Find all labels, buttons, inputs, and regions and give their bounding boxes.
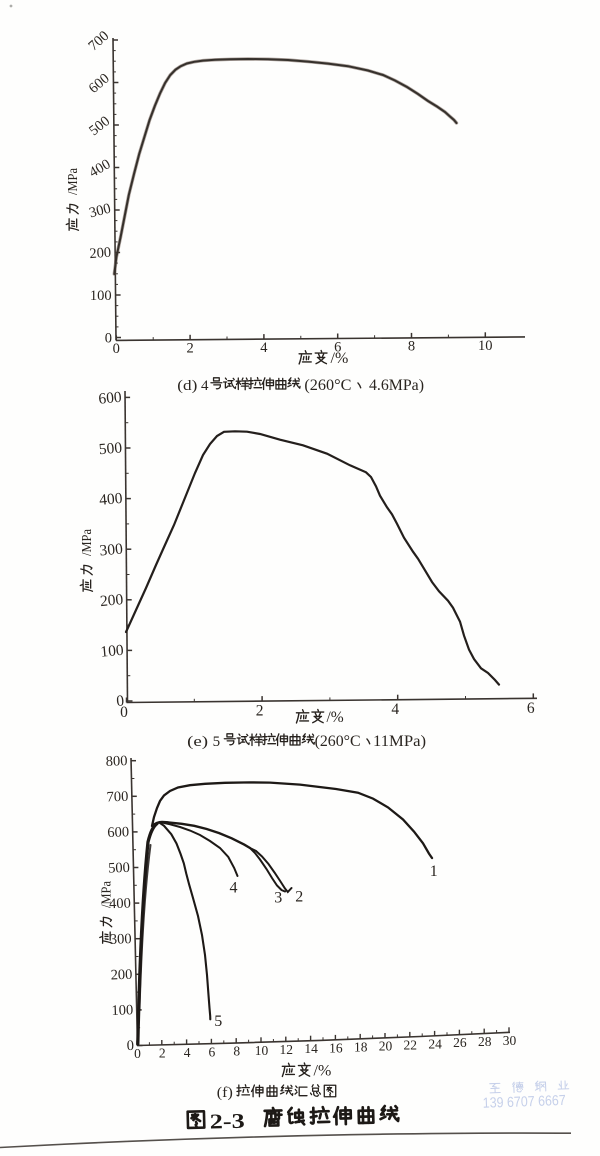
svg-text:4: 4 xyxy=(260,340,268,356)
svg-text:0: 0 xyxy=(134,1046,141,1061)
svg-text:4.6MPa): 4.6MPa) xyxy=(369,377,424,394)
svg-text:(e): (e) xyxy=(187,734,208,750)
svg-text:/MPa: /MPa xyxy=(99,881,114,908)
svg-text:2: 2 xyxy=(295,889,303,906)
svg-text:500: 500 xyxy=(98,439,123,458)
svg-text:26: 26 xyxy=(453,1035,467,1050)
svg-text:5: 5 xyxy=(214,1013,222,1030)
svg-text:500: 500 xyxy=(86,113,113,139)
svg-text:6: 6 xyxy=(209,1044,216,1059)
svg-text:300: 300 xyxy=(88,201,113,222)
svg-text:600: 600 xyxy=(107,824,129,841)
svg-text:(f): (f) xyxy=(217,1085,233,1101)
svg-text:500: 500 xyxy=(108,860,130,877)
svg-text:28: 28 xyxy=(478,1034,492,1049)
svg-text:1: 1 xyxy=(430,863,438,880)
svg-text:200: 200 xyxy=(89,245,112,262)
svg-text:2-3: 2-3 xyxy=(209,1109,245,1134)
svg-text:10: 10 xyxy=(478,338,493,354)
svg-text:100: 100 xyxy=(90,288,112,304)
svg-text:3: 3 xyxy=(274,890,282,907)
svg-text:16: 16 xyxy=(329,1040,343,1055)
svg-text:300: 300 xyxy=(110,931,132,948)
svg-text:30: 30 xyxy=(503,1033,517,1048)
svg-text:700: 700 xyxy=(85,28,112,54)
svg-text:(260°C: (260°C xyxy=(315,733,361,750)
svg-text:4: 4 xyxy=(184,1045,191,1060)
svg-text:/%: /% xyxy=(327,709,344,726)
svg-text:20: 20 xyxy=(379,1039,393,1054)
svg-text:6: 6 xyxy=(334,339,341,355)
svg-text:14: 14 xyxy=(304,1041,318,1056)
svg-text:5: 5 xyxy=(213,734,221,750)
svg-text:4: 4 xyxy=(391,701,399,718)
svg-text:100: 100 xyxy=(111,1002,133,1019)
svg-text:22: 22 xyxy=(404,1037,418,1052)
svg-text:0: 0 xyxy=(116,692,125,710)
svg-text:0: 0 xyxy=(105,330,112,346)
svg-text:12: 12 xyxy=(280,1042,294,1057)
svg-text:0: 0 xyxy=(113,341,120,357)
svg-text:24: 24 xyxy=(428,1036,442,1051)
svg-text:(d): (d) xyxy=(177,378,197,394)
svg-text:8: 8 xyxy=(408,339,415,355)
svg-text:600: 600 xyxy=(98,389,123,408)
svg-text:/MPa: /MPa xyxy=(79,529,94,556)
svg-text:11MPa): 11MPa) xyxy=(373,733,426,750)
svg-text:300: 300 xyxy=(99,541,124,560)
svg-text:400: 400 xyxy=(109,896,131,913)
svg-text:6: 6 xyxy=(527,700,535,717)
svg-text:200: 200 xyxy=(99,591,124,610)
svg-text:139 6707 6667: 139 6707 6667 xyxy=(483,1093,567,1112)
svg-text:/MPa: /MPa xyxy=(65,168,80,195)
svg-text:2: 2 xyxy=(186,341,193,357)
svg-text:0: 0 xyxy=(126,1038,134,1054)
svg-text:400: 400 xyxy=(87,156,114,181)
svg-text:(260°C: (260°C xyxy=(304,377,351,394)
svg-text:400: 400 xyxy=(99,490,124,509)
svg-text:200: 200 xyxy=(110,967,132,984)
svg-text:10: 10 xyxy=(255,1043,269,1058)
svg-text:4: 4 xyxy=(201,378,209,394)
svg-text:0: 0 xyxy=(120,704,128,721)
svg-text:/%: /% xyxy=(314,1063,332,1080)
svg-text:/%: /% xyxy=(331,350,349,367)
svg-text:800: 800 xyxy=(106,753,128,770)
svg-text:18: 18 xyxy=(354,1039,368,1054)
svg-text:2: 2 xyxy=(159,1046,166,1061)
svg-text:8: 8 xyxy=(233,1044,240,1059)
svg-text:700: 700 xyxy=(106,789,128,806)
svg-text:2: 2 xyxy=(256,703,264,720)
svg-text:100: 100 xyxy=(100,642,125,661)
svg-text:4: 4 xyxy=(230,880,238,897)
svg-text:600: 600 xyxy=(86,71,113,97)
